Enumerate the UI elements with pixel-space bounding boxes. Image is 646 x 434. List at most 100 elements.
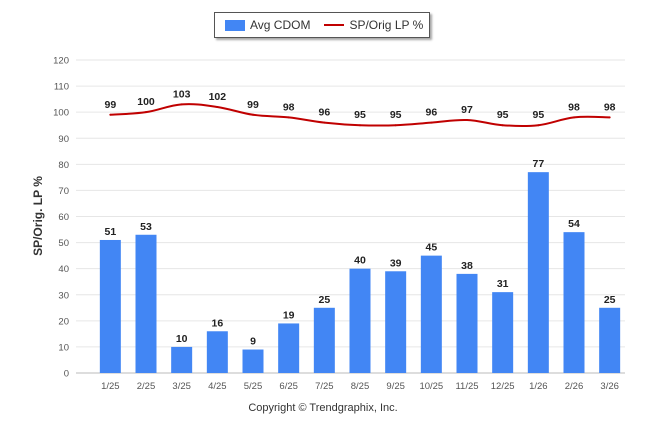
line-point [573,116,575,119]
bar-value-label: 77 [532,158,544,170]
bar-value-label: 45 [425,242,437,254]
x-tick-label: 7/25 [315,381,334,392]
bar [385,271,407,373]
line-value-label: 99 [104,99,116,111]
line-point [252,113,254,116]
line-point [287,116,290,119]
bar [420,255,442,373]
y-tick-label: 30 [58,290,69,301]
line-swatch-icon [324,24,345,26]
line-value-label: 96 [318,107,330,119]
line-point [394,124,397,127]
bar [492,292,514,373]
legend-item-bar[interactable]: Avg CDOM [225,18,310,32]
bar-value-label: 25 [318,294,330,306]
bar-value-label: 10 [176,333,188,345]
bar [456,273,478,373]
legend: Avg CDOM SP/Orig LP % [214,12,430,38]
x-tick-label: 2/25 [137,381,156,392]
bar-value-label: 38 [461,260,473,272]
line-point [359,124,361,127]
x-tick-label: 5/25 [244,381,263,392]
line-point [466,118,468,121]
line-data-labels: 99 100 103 102 99 98 96 95 95 96 97 95 95 98 98 [104,88,615,121]
bar [242,349,264,373]
bar [349,268,371,373]
bar-value-label: 51 [104,226,116,238]
line-value-label: 95 [390,109,402,121]
y-tick-label: 70 [58,186,69,197]
line-point [608,116,611,119]
legend-item-line[interactable]: SP/Orig LP % [324,18,423,32]
bar [99,239,121,373]
y-tick-label: 100 [53,108,69,119]
bar [206,331,228,373]
line-value-label: 99 [247,99,259,111]
y-tick-label: 40 [58,264,69,275]
line-value-label: 95 [497,109,509,121]
line-value-label: 103 [173,88,191,100]
x-axis-ticks: 1/25 2/25 3/25 4/25 5/25 6/25 7/25 8/25 9/25 10/2… [101,381,619,392]
x-tick-label: 3/25 [172,381,191,392]
x-tick-label: 4/25 [208,381,227,392]
y-tick-label: 90 [58,134,69,145]
bar-value-label: 39 [390,257,402,269]
y-axis-label: SP/Orig. LP % [31,176,45,256]
line-point [145,111,147,114]
x-tick-label: 11/25 [455,381,478,392]
bar-data-labels: 51 53 10 16 9 19 25 40 39 45 38 31 77 54 25 [104,158,615,347]
line-value-label: 100 [137,96,155,108]
legend-line-label: SP/Orig LP % [349,18,424,32]
line-value-label: 95 [354,109,366,121]
line-point [501,124,504,127]
y-tick-label: 10 [58,342,69,353]
bar-swatch-icon [225,19,245,31]
line-point [216,105,219,108]
y-tick-label: 20 [58,316,69,327]
bar [171,346,193,373]
copyright-text: Copyright © Trendgraphix, Inc. [248,402,398,414]
bar [563,232,585,373]
bar [313,307,335,373]
x-tick-label: 1/25 [101,381,120,392]
bar [278,323,300,373]
bar-value-label: 53 [140,221,152,233]
line-value-label: 96 [425,107,437,119]
x-tick-label: 9/25 [386,381,405,392]
y-tick-label: 80 [58,160,69,171]
y-axis-ticks: 0 10 20 30 40 50 60 70 80 90 100 110 120 [53,56,69,380]
bar [527,172,549,373]
line-point [323,121,326,124]
x-tick-label: 2/26 [565,381,584,392]
bar-value-label: 16 [211,317,223,329]
line-point [430,121,433,124]
x-tick-label: 3/26 [600,381,619,392]
x-tick-label: 8/25 [351,381,370,392]
y-tick-label: 0 [64,369,69,380]
legend-bar-label: Avg CDOM [250,18,311,32]
y-tick-label: 60 [58,212,69,223]
line-value-label: 98 [604,101,616,113]
line-value-label: 95 [532,109,544,121]
x-tick-label: 1/26 [529,381,548,392]
bar-value-label: 40 [354,255,366,267]
x-tick-label: 10/25 [419,381,443,392]
line-value-label: 97 [461,104,473,116]
bar-value-label: 31 [497,278,509,290]
line-point [537,124,540,127]
x-tick-label: 12/25 [491,381,515,392]
bar-value-label: 54 [568,218,580,230]
bar-value-label: 9 [250,336,256,348]
y-tick-label: 50 [58,238,69,249]
line-point [180,103,183,106]
y-tick-label: 110 [54,82,69,93]
y-tick-label: 120 [53,56,69,67]
line-value-label: 98 [283,101,295,113]
line-value-label: 98 [568,101,580,113]
bar-value-label: 19 [283,309,295,321]
bar-value-label: 25 [604,294,616,306]
bar-series [99,172,621,373]
line-value-label: 102 [209,91,227,103]
x-tick-label: 6/25 [279,381,298,392]
